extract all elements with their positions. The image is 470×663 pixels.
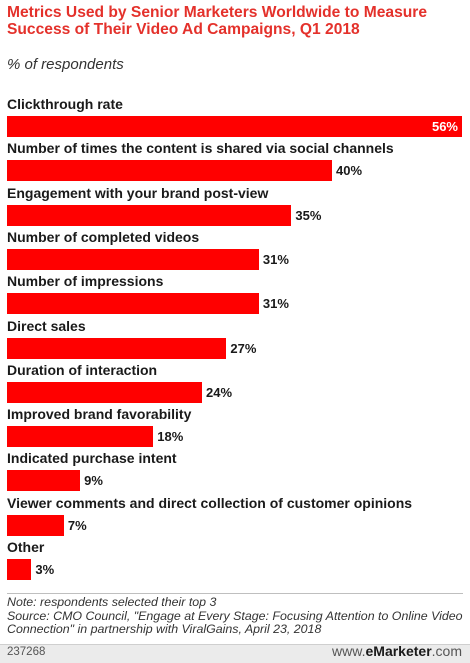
- bar: [7, 559, 32, 580]
- footer-divider: [7, 593, 463, 594]
- emarketer-logo: www.eMarketer.com: [332, 643, 462, 659]
- note-text: Note: respondents selected their top 3: [7, 595, 217, 609]
- logo-brand: eMarketer: [365, 643, 432, 659]
- value-label: 56%: [431, 119, 458, 134]
- category-label: Number of times the content is shared vi…: [7, 140, 394, 157]
- bar: [7, 293, 259, 315]
- value-label: 35%: [295, 207, 322, 223]
- value-label: 3%: [35, 562, 55, 577]
- category-label: Duration of interaction: [7, 361, 158, 378]
- source-text: Source: CMO Council, "Engage at Every St…: [7, 608, 463, 636]
- chart-subtitle: % of respondents: [7, 56, 124, 73]
- bar: [7, 248, 259, 270]
- category-label: Other: [7, 539, 45, 555]
- bar: [7, 426, 154, 448]
- category-label: Indicated purchase intent: [7, 450, 177, 467]
- value-label: 40%: [336, 163, 363, 179]
- value-label: 24%: [206, 384, 233, 400]
- bar-chart: Clickthrough rate 56% Number of times the …: [7, 96, 462, 580]
- value-label: 31%: [262, 296, 289, 312]
- logo-domain: www.: [332, 643, 366, 659]
- category-label: Number of impressions: [7, 273, 164, 290]
- category-label: Clickthrough rate: [7, 96, 123, 112]
- bar: [7, 381, 202, 403]
- bar: [7, 116, 462, 137]
- chart-id: 237268: [7, 646, 46, 658]
- category-label: Number of completed videos: [7, 228, 200, 245]
- bar: [7, 470, 81, 492]
- bar: [7, 160, 332, 182]
- value-label: 18%: [157, 429, 184, 445]
- chart-title: Metrics Used by Senior Marketers Worldwi…: [7, 4, 428, 38]
- logo-suffix: .com: [431, 643, 462, 659]
- value-label: 31%: [262, 251, 289, 267]
- value-label: 9%: [84, 473, 103, 489]
- bar: [7, 514, 64, 536]
- category-label: Direct sales: [7, 317, 86, 334]
- footnote: Note: respondents selected their top 3 S…: [7, 595, 467, 637]
- category-label: Engagement with your brand post-view: [7, 184, 269, 201]
- footer-bar: [0, 644, 470, 663]
- category-label: Viewer comments and direct collection of…: [7, 494, 413, 511]
- bar: [7, 204, 292, 226]
- bar: [7, 337, 227, 359]
- value-label: 7%: [67, 517, 87, 533]
- value-label: 27%: [230, 340, 257, 356]
- category-label: Improved brand favorability: [7, 406, 192, 423]
